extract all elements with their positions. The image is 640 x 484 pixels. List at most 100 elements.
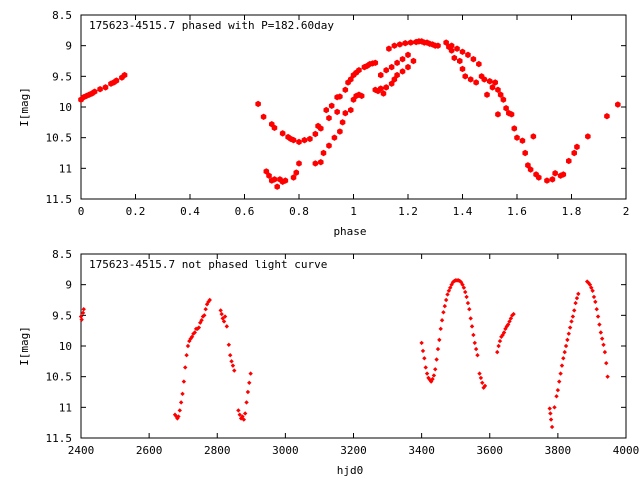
- data-point: [569, 319, 574, 324]
- data-point: [471, 332, 476, 338]
- data-point: [391, 42, 398, 49]
- data-point: [489, 84, 496, 91]
- data-point: [562, 349, 567, 355]
- y-axis-label: I[mag]: [18, 326, 31, 366]
- data-point: [405, 63, 411, 71]
- data-point: [419, 340, 424, 346]
- data-point: [203, 307, 208, 312]
- data-point: [271, 176, 278, 183]
- data-point: [460, 282, 465, 287]
- data-point: [326, 142, 332, 149]
- data-point: [472, 340, 477, 346]
- data-point: [113, 77, 120, 84]
- data-point: [438, 326, 443, 332]
- data-point: [178, 400, 184, 405]
- data-point: [348, 76, 354, 83]
- data-point: [563, 343, 569, 349]
- data-point: [279, 130, 286, 137]
- data-point: [478, 375, 484, 381]
- data-point: [505, 322, 511, 327]
- data-point: [266, 172, 272, 179]
- data-point: [473, 346, 479, 352]
- data-point: [241, 417, 247, 422]
- data-point: [219, 311, 224, 317]
- data-point: [615, 101, 621, 108]
- data-point: [459, 48, 466, 55]
- data-point: [593, 299, 598, 305]
- data-point: [356, 67, 362, 74]
- data-point: [475, 353, 480, 358]
- x-tick-label: 1.6: [507, 205, 527, 218]
- data-point: [549, 176, 556, 183]
- data-point: [372, 59, 379, 67]
- data-point: [571, 149, 577, 157]
- x-axis-label: hjd0: [337, 464, 364, 477]
- data-point: [377, 71, 384, 79]
- data-point: [590, 288, 595, 293]
- x-tick-label: 1: [350, 205, 357, 218]
- data-point: [481, 76, 488, 83]
- x-tick-labels: 0 0.2 0.4 0.6 0.8 1 1.2 1.4 1.6 1.8 2: [78, 205, 630, 218]
- data-point: [221, 319, 227, 324]
- y-tick-label: 9.5: [52, 70, 72, 83]
- data-point: [565, 337, 570, 343]
- data-point: [573, 300, 578, 306]
- data-point: [326, 114, 332, 122]
- data-point: [555, 387, 561, 393]
- data-point: [307, 135, 313, 143]
- data-point: [470, 55, 477, 63]
- y-tick-label: 10: [59, 101, 72, 114]
- data-point: [560, 171, 567, 178]
- data-point: [443, 297, 449, 303]
- data-point: [448, 47, 455, 54]
- data-point: [232, 368, 237, 373]
- data-point: [519, 137, 526, 144]
- data-point: [337, 93, 343, 100]
- x-tick-label: 0.6: [235, 205, 255, 218]
- y-tick-label: 11: [59, 401, 72, 414]
- data-point: [377, 85, 384, 92]
- data-point: [597, 322, 602, 327]
- y-tick-label: 8.5: [52, 9, 72, 22]
- data-point: [407, 39, 414, 46]
- data-point: [342, 109, 349, 117]
- data-point: [102, 84, 109, 91]
- data-point: [391, 76, 398, 83]
- data-point: [459, 65, 466, 73]
- data-point: [191, 331, 196, 336]
- data-point: [204, 302, 210, 307]
- data-point: [484, 91, 490, 98]
- data-point: [554, 394, 559, 399]
- data-point: [78, 314, 84, 319]
- data-point: [507, 319, 512, 324]
- chart-title: 175623-4515.7 not phased light curve: [89, 258, 327, 271]
- data-point: [437, 337, 442, 343]
- data-point: [557, 379, 562, 384]
- data-point: [448, 285, 453, 290]
- data-point: [514, 134, 520, 141]
- data-point: [576, 291, 581, 297]
- x-tick-label: 2: [623, 205, 630, 218]
- data-point: [185, 343, 191, 349]
- data-point: [604, 113, 610, 120]
- data-point: [180, 391, 185, 397]
- data-point: [497, 91, 504, 98]
- data-point: [420, 348, 426, 354]
- data-point: [331, 134, 338, 141]
- data-point: [337, 128, 343, 135]
- data-point: [328, 102, 335, 109]
- x-tick-label: 1.8: [562, 205, 582, 218]
- data-point: [473, 79, 479, 86]
- data-point: [508, 111, 515, 118]
- x-tick-label: 3800: [545, 444, 572, 457]
- data-point: [242, 411, 248, 416]
- y-tick-label: 10.5: [46, 132, 73, 145]
- data-point: [183, 365, 188, 370]
- data-point: [430, 376, 435, 382]
- data-point: [441, 310, 446, 315]
- data-point: [192, 330, 197, 335]
- unphased-light-curve-panel: 2400 2600 2800 3000 3200 3400 3600 3800 4000 8.5…: [18, 248, 639, 477]
- y-tick-label: 10.5: [46, 371, 73, 384]
